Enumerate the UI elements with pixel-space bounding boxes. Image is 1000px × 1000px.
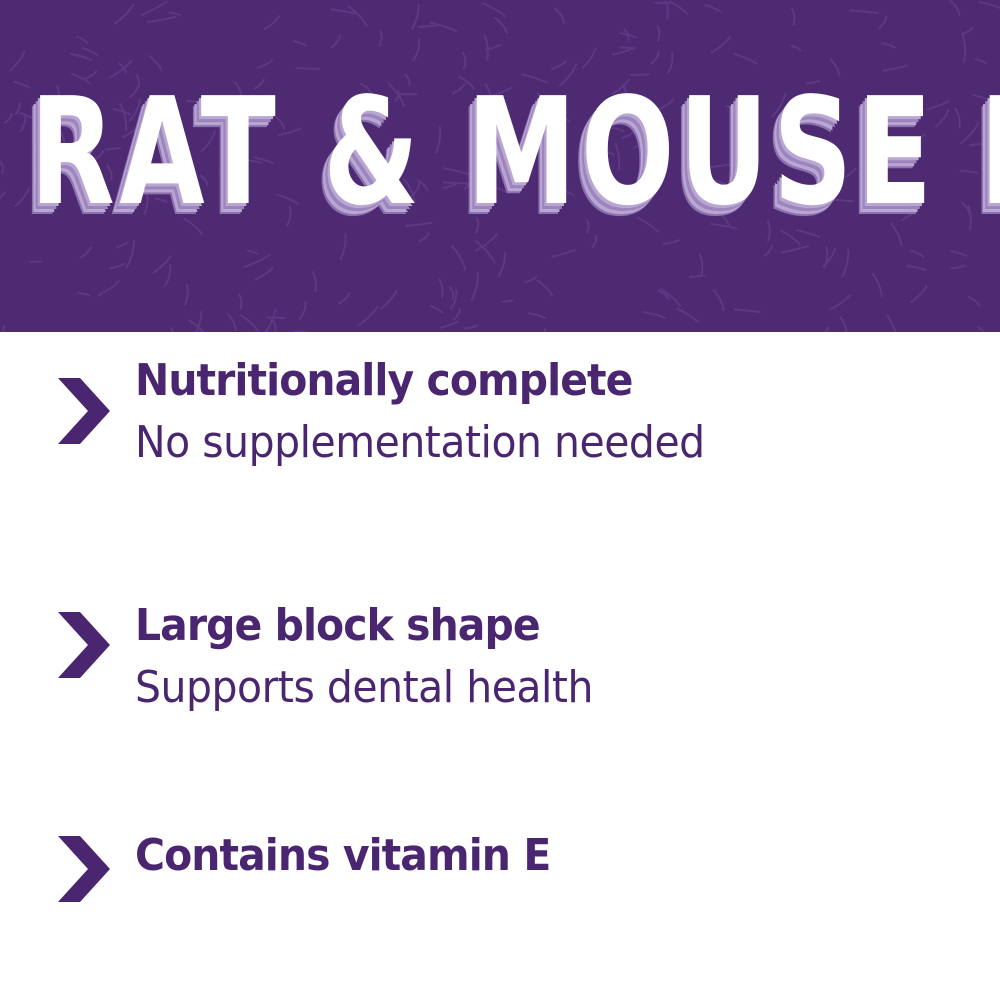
page-title: RAT & MOUSE DIET — [30, 66, 1000, 238]
chevron-right-icon — [58, 836, 110, 902]
feature-subtext: Supports dental health — [135, 662, 593, 713]
feature-heading: Contains vitamin E — [135, 830, 551, 881]
fur-texture-background — [0, 0, 1000, 332]
feature-subtext: No supplementation needed — [135, 417, 705, 468]
feature-heading: Large block shape — [135, 600, 541, 651]
chevron-right-icon — [58, 378, 110, 444]
title-banner: RAT & MOUSE DIET — [0, 0, 1000, 332]
chevron-right-icon — [58, 612, 110, 678]
feature-heading: Nutritionally complete — [135, 355, 633, 406]
